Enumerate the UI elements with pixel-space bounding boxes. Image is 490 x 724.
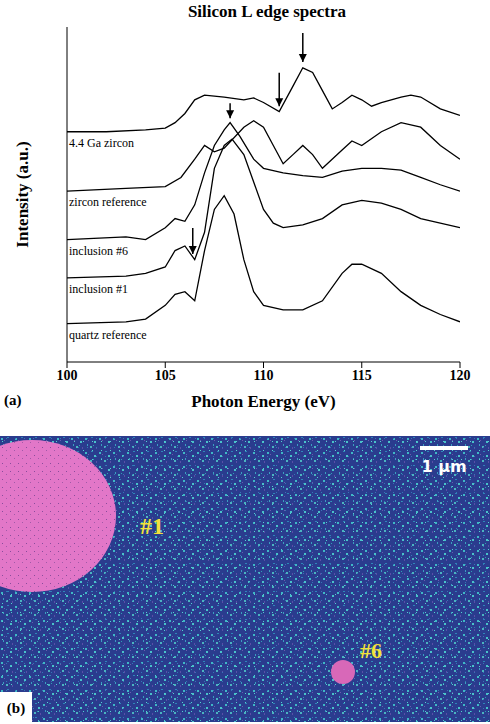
svg-text:#6: #6: [360, 638, 382, 663]
svg-text:100: 100: [57, 368, 78, 383]
svg-text:inclusion #1: inclusion #1: [69, 282, 128, 296]
svg-text:4.4 Ga zircon: 4.4 Ga zircon: [69, 136, 134, 150]
svg-text:#1: #1: [140, 513, 164, 539]
svg-text:(b): (b): [7, 700, 25, 717]
svg-text:quartz reference: quartz reference: [69, 328, 147, 342]
html-text:(a): (a): [4, 392, 22, 408]
html-text:Silicon L edge spectra: Silicon L edge spectra: [187, 2, 347, 21]
svg-text:115: 115: [352, 368, 372, 383]
svg-text:zircon reference: zircon reference: [69, 195, 147, 209]
svg-text:110: 110: [253, 368, 273, 383]
svg-text:Photon Energy (eV): Photon Energy (eV): [191, 392, 335, 411]
svg-text:inclusion #6: inclusion #6: [69, 244, 128, 258]
svg-text:105: 105: [155, 368, 176, 383]
svg-text:120: 120: [450, 368, 471, 383]
svg-text:Intensity (a.u.): Intensity (a.u.): [13, 141, 32, 247]
svg-text:1 μm: 1 μm: [421, 457, 466, 476]
